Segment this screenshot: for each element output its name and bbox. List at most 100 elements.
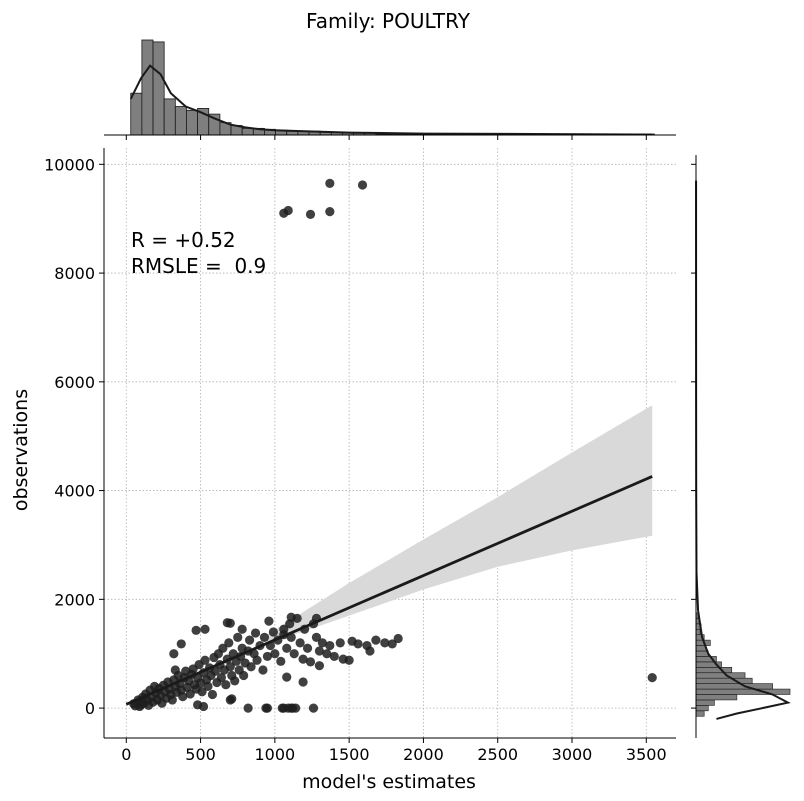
scatter-point [289,649,299,659]
scatter-point [387,639,397,649]
scatter-point [308,703,319,713]
scatter-point [647,673,657,683]
top-hist-bar [186,109,198,136]
chart-title: Family: POULTRY [306,9,471,33]
right-hist-bar [695,672,746,679]
regression-line-path [125,475,653,706]
scatter-point [371,635,381,645]
top-hist-bar [241,127,254,136]
scatter-point [393,633,403,644]
x-axis-ticks: 0 500 1000 1500 2000 2500 3000 3500 [121,738,667,764]
top-marginal-histogram [104,39,676,140]
scatter-point [353,639,363,649]
scatter-point [197,687,207,697]
right-hist-bar [695,677,753,684]
scatter-point [282,672,292,682]
scatter-point [264,616,274,626]
right-hist-bar [695,705,709,712]
correlation-annotation: R = +0.52 [131,228,236,252]
scatter-point [298,677,308,687]
right-hist-bar [695,694,738,701]
scatter-point [335,638,345,648]
scatter-point [282,643,292,653]
scatter-point [178,692,188,702]
scatter-point [283,205,293,216]
right-marginal-histogram [691,155,791,738]
scatter-point [295,638,305,648]
scatter-point [243,703,253,713]
y-tick-label: 10000 [44,155,95,174]
right-hist-bar [695,699,715,706]
scatter-point [246,662,256,672]
scatter-point [325,207,335,217]
top-hist-bar [141,39,154,136]
x-tick-label: 0 [121,745,131,764]
scatter-point [279,624,289,634]
scatter-point [268,627,278,637]
scatter-point [322,649,332,659]
right-hist-bar [695,650,709,657]
scatter-point [305,657,316,667]
x-tick-label: 3000 [552,745,593,764]
scatter-point [262,651,273,662]
scatter-point [218,643,228,653]
right-hist-bar [695,667,733,674]
scatter-point [176,639,186,649]
scatter-point [314,646,325,656]
scatter-point [167,695,177,705]
x-tick-label: 3500 [626,745,667,764]
x-tick-label: 1000 [254,745,295,764]
scatter-point [291,703,301,713]
confidence-band-area [267,405,653,644]
scatter-point [262,703,273,713]
scatter-point [325,640,335,651]
scatter-point [225,618,235,628]
scatter-point [239,670,249,681]
scatter-point [210,666,221,676]
x-axis-title: model's estimates [302,771,476,793]
scatter-point [198,701,209,712]
scatter-point [317,638,327,648]
scatter-point [237,624,247,634]
scatter-point [216,673,226,683]
x-tick-label: 1500 [329,745,370,764]
top-hist-bar [130,92,143,136]
scatter-point [224,638,234,648]
x-tick-label: 2500 [477,745,518,764]
top-hist-bar [163,98,176,136]
scatter-point [270,649,280,659]
scatter-point [227,694,237,704]
top-hist-bar [174,106,187,136]
scatter-point [245,635,255,645]
scatter-point [200,624,210,634]
scatter-point [357,180,368,190]
scatter-point [325,178,335,188]
scatter-point [252,655,262,665]
scatter-point [200,655,210,665]
scatter-point [170,665,180,675]
confidence-band [267,405,653,644]
right-hist-bar [695,683,773,690]
scatter-point [169,649,179,659]
scatter-point [258,665,268,675]
scatter-point [233,632,243,643]
y-tick-label: 6000 [54,373,95,392]
scatter-point [230,676,240,686]
scatter-point [305,209,316,219]
regression-line [125,475,653,706]
y-axis-title: observations [10,389,32,511]
x-tick-label: 2000 [403,745,444,764]
scatter-point [276,656,286,666]
y-axis-ticks: 0 2000 4000 6000 8000 10000 [44,155,104,718]
scatter-point [311,632,322,643]
x-tick-label: 500 [185,745,216,764]
scatter-point [298,654,308,664]
scatter-point [250,628,261,638]
scatter-point [286,612,296,622]
scatter-point [203,681,213,691]
scatter-point [380,638,390,648]
right-hist-bar [695,710,705,717]
right-hist-bar [695,688,791,695]
scatter-point [344,655,354,665]
